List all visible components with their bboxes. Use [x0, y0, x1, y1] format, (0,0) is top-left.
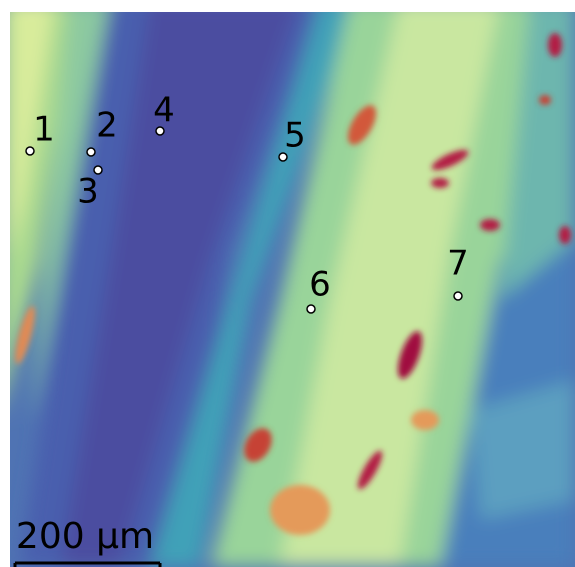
marker	[307, 305, 315, 313]
point-label: 5	[284, 116, 306, 156]
point-label: 2	[96, 106, 118, 146]
micrograph: 200 µm 1 2 3 4 5 6 7	[0, 0, 575, 567]
scale-bar-label: 200 µm	[16, 516, 154, 557]
false-color-map	[0, 0, 575, 567]
point-label: 6	[309, 265, 331, 305]
point-label: 3	[77, 172, 99, 212]
point-label: 1	[33, 110, 55, 150]
point-label: 7	[447, 244, 469, 284]
marker	[454, 292, 462, 300]
point-label: 4	[153, 91, 175, 131]
marker	[87, 148, 95, 156]
